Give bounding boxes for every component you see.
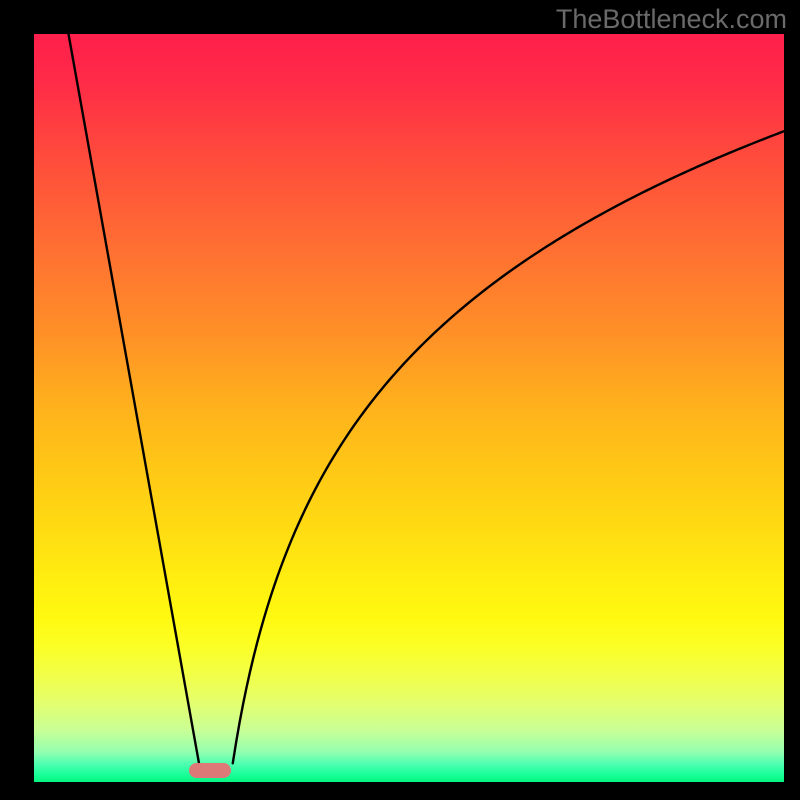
optimal-marker (189, 763, 231, 778)
watermark-text: TheBottleneck.com (556, 4, 787, 35)
chart-frame: TheBottleneck.com (0, 0, 800, 800)
bottleneck-curve (34, 34, 784, 782)
plot-area (34, 34, 784, 782)
